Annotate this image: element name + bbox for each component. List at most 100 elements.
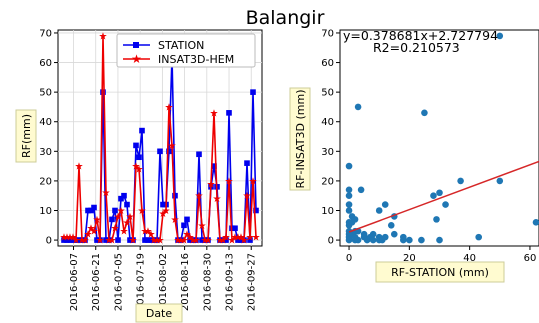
station-point <box>244 160 250 166</box>
timeseries-series: ★★★★★★★★★★★★★★★★★★★★★★★★★★★★★★★★★★★★★★★★… <box>60 31 261 246</box>
legend-station-label: STATION <box>158 39 204 52</box>
series-line-insat3d-hem <box>64 35 257 242</box>
station-point <box>148 237 154 243</box>
scatter-point <box>369 230 377 238</box>
regression-r2: R2=0.210573 <box>373 40 460 55</box>
x-tick-label: 2016-08-30 <box>202 253 213 311</box>
station-point <box>181 222 187 229</box>
scatter-point <box>406 236 413 244</box>
regression-line <box>348 160 539 233</box>
insat3d-hem-point: ★ <box>126 212 135 223</box>
x-tick-label: 2016-08-02 <box>158 253 169 311</box>
station-point <box>85 207 91 214</box>
insat3d-hem-point: ★ <box>225 176 234 187</box>
scatter-point <box>421 109 428 117</box>
insat3d-hem-point: ★ <box>243 191 252 202</box>
figure-title: Balangir <box>246 7 325 29</box>
station-point <box>226 110 232 116</box>
insat3d-hem-point: ★ <box>60 233 69 244</box>
insat3d-hem-point: ★ <box>162 206 171 217</box>
insat3d-hem-point: ★ <box>105 236 114 247</box>
y-tick-label: 70 <box>321 28 334 39</box>
insat3d-hem-point: ★ <box>174 236 183 247</box>
insat3d-hem-point: ★ <box>78 236 87 247</box>
insat3d-hem-point: ★ <box>135 165 144 176</box>
station-point <box>100 89 106 95</box>
station-point <box>235 237 241 243</box>
insat3d-hem-point: ★ <box>180 236 189 247</box>
station-point <box>136 154 142 161</box>
insat3d-hem-point: ★ <box>204 236 213 247</box>
regression-equation: y=0.378681x+2.727794 <box>343 28 498 43</box>
scatter-point <box>381 233 389 241</box>
insat3d-hem-point: ★ <box>123 218 132 229</box>
scatter-point <box>457 177 464 185</box>
scatter-chart: 0 10 20 30 40 50 60 70 0 20 40 60 y=0.378681x+2.72… <box>289 28 539 283</box>
station-point <box>139 127 145 134</box>
scatter-point <box>345 162 353 170</box>
y-tick-label: 0 <box>46 236 52 247</box>
y-tick-label: 0 <box>328 236 334 247</box>
legend-box <box>116 33 256 68</box>
x-tick-label: 2016-06-07 <box>69 253 80 311</box>
insat3d-hem-point: ★ <box>93 215 102 226</box>
scatter-y-ticks: 0 10 20 30 40 50 60 70 <box>321 28 340 247</box>
scatter-x-ticks: 0 20 40 60 <box>346 246 536 264</box>
insat3d-hem-point: ★ <box>69 233 78 244</box>
y-tick-label: 40 <box>321 117 334 128</box>
station-point <box>211 163 217 169</box>
insat3d-hem-point: ★ <box>219 236 228 247</box>
station-point <box>64 237 70 243</box>
station-point <box>124 201 130 208</box>
insat3d-hem-point: ★ <box>114 212 123 223</box>
x-tick-label: 0 <box>346 253 352 264</box>
insat3d-hem-point: ★ <box>72 236 81 247</box>
scatter-point <box>369 236 377 244</box>
timeseries-xlabel: Date <box>146 307 173 320</box>
y-tick-label: 50 <box>39 88 52 99</box>
station-point <box>160 201 166 208</box>
insat3d-hem-point: ★ <box>177 236 186 247</box>
scatter-point <box>436 189 443 197</box>
y-tick-label: 10 <box>39 206 52 217</box>
insat3d-hem-point: ★ <box>189 236 198 247</box>
insat3d-hem-point: ★ <box>231 233 240 244</box>
insat3d-hem-point: ★ <box>234 233 243 244</box>
timeseries-ylabel: RF(mm) <box>20 114 33 158</box>
y-tick-label: 50 <box>321 88 334 99</box>
y-tick-label: 40 <box>39 117 52 128</box>
scatter-point <box>387 221 395 229</box>
scatter-point <box>496 177 504 185</box>
station-point <box>223 237 229 243</box>
insat3d-hem-point: ★ <box>222 233 231 244</box>
insat3d-hem-point: ★ <box>150 236 159 247</box>
scatter-point <box>357 186 365 194</box>
insat3d-hem-point: ★ <box>117 206 126 217</box>
insat3d-hem-point: ★ <box>207 179 216 190</box>
y-tick-label: 30 <box>39 147 52 158</box>
station-point <box>127 237 133 243</box>
y-tick-label: 20 <box>39 176 52 187</box>
timeseries-ylabel-box <box>15 109 37 163</box>
y-tick-label: 60 <box>321 58 334 69</box>
station-point <box>157 148 163 155</box>
insat3d-hem-point: ★ <box>228 236 237 247</box>
insat3d-hem-point: ★ <box>195 191 204 202</box>
insat3d-hem-point: ★ <box>84 230 93 241</box>
station-point <box>250 89 256 95</box>
scatter-points <box>345 32 539 244</box>
x-tick-label: 2016-09-27 <box>247 253 258 311</box>
insat3d-hem-point: ★ <box>75 162 84 173</box>
timeseries-x-ticks: 2016-06-07 2016-06-21 2016-07-05 2016-07-19… <box>69 246 258 311</box>
insat3d-hem-point: ★ <box>246 233 255 244</box>
insat3d-hem-point: ★ <box>141 227 150 238</box>
y-tick-label: 70 <box>39 28 52 39</box>
scatter-xlabel-box <box>375 261 505 283</box>
station-point <box>142 237 148 243</box>
station-point <box>115 237 121 243</box>
scatter-point <box>345 236 353 244</box>
station-point <box>199 237 205 243</box>
insat3d-hem-point: ★ <box>96 236 105 247</box>
